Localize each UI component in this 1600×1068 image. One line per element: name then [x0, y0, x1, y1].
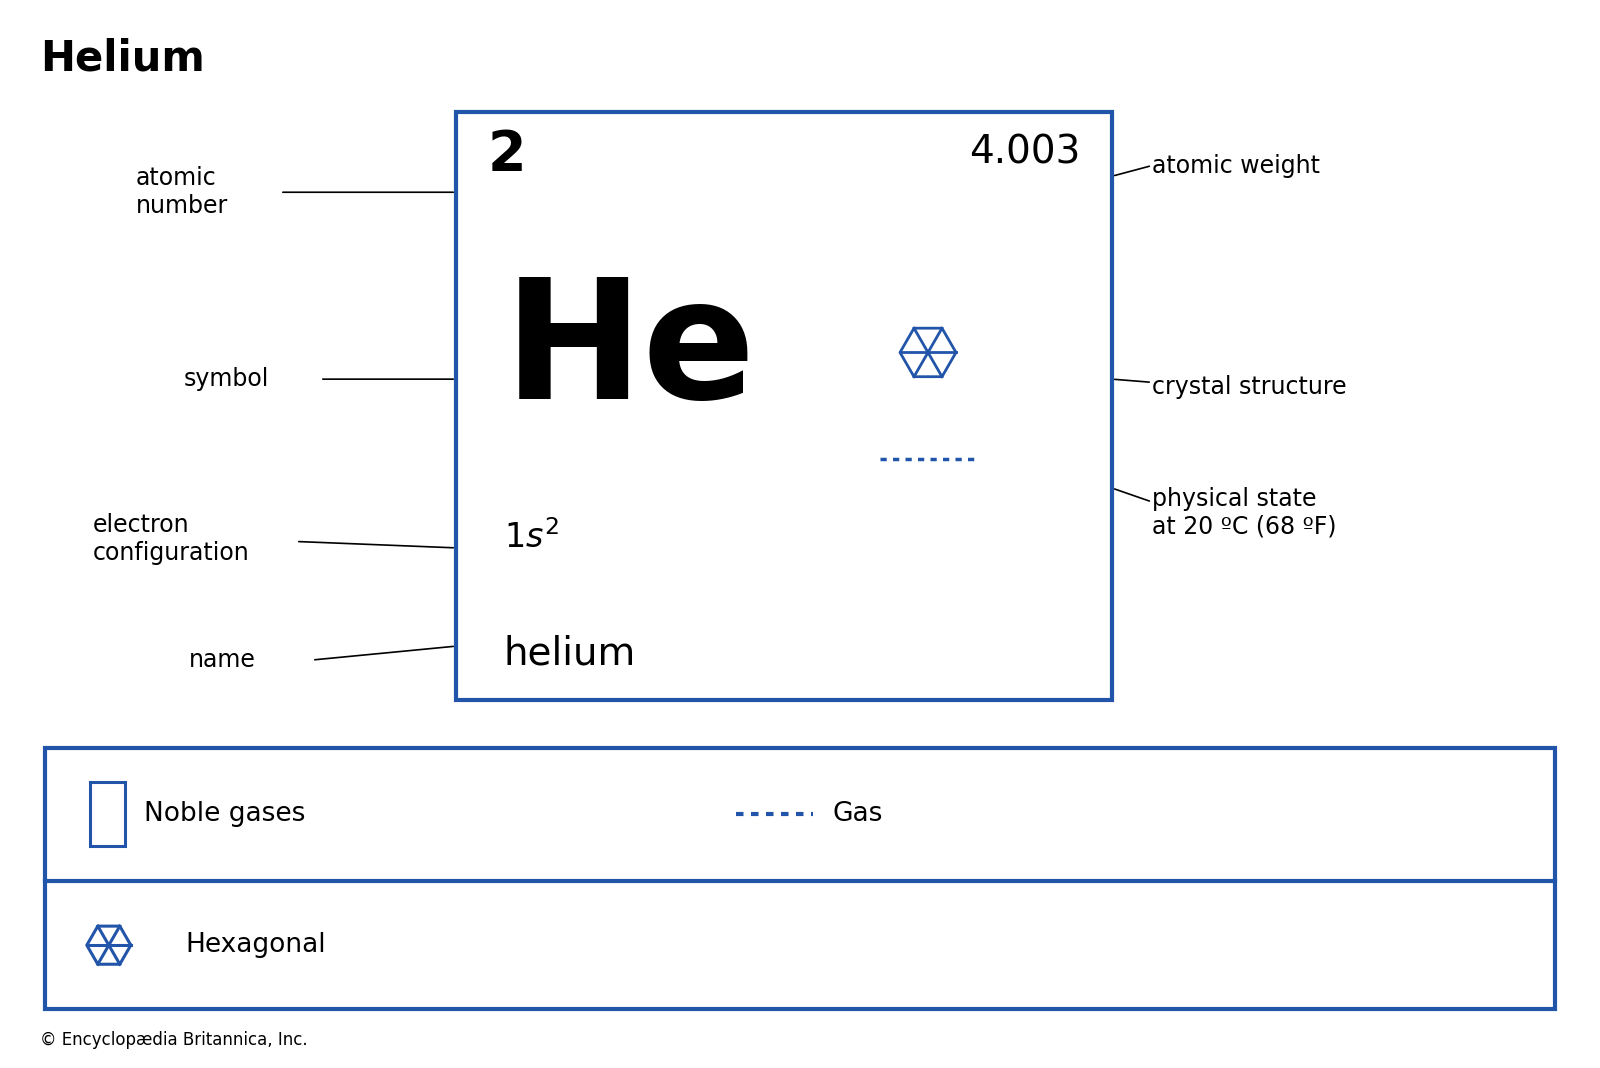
FancyBboxPatch shape — [45, 748, 1555, 1009]
Text: atomic
number: atomic number — [136, 167, 229, 218]
Text: name: name — [189, 648, 256, 672]
Text: 4.003: 4.003 — [968, 134, 1080, 172]
Text: crystal structure: crystal structure — [1152, 375, 1347, 398]
FancyBboxPatch shape — [90, 782, 125, 846]
Text: Hexagonal: Hexagonal — [186, 932, 326, 958]
Text: 2: 2 — [488, 128, 526, 183]
Text: $1s^2$: $1s^2$ — [504, 520, 558, 555]
Text: © Encyclopædia Britannica, Inc.: © Encyclopædia Britannica, Inc. — [40, 1031, 307, 1049]
Text: symbol: symbol — [184, 367, 269, 391]
Text: Gas: Gas — [832, 801, 882, 828]
Text: helium: helium — [504, 634, 637, 673]
Text: Noble gases: Noble gases — [144, 801, 306, 828]
Text: physical state
at 20 ºC (68 ºF): physical state at 20 ºC (68 ºF) — [1152, 487, 1336, 538]
Text: Helium: Helium — [40, 37, 205, 79]
Text: atomic weight: atomic weight — [1152, 154, 1320, 177]
Text: electron
configuration: electron configuration — [93, 514, 250, 565]
Text: He: He — [504, 271, 757, 434]
FancyBboxPatch shape — [456, 112, 1112, 700]
